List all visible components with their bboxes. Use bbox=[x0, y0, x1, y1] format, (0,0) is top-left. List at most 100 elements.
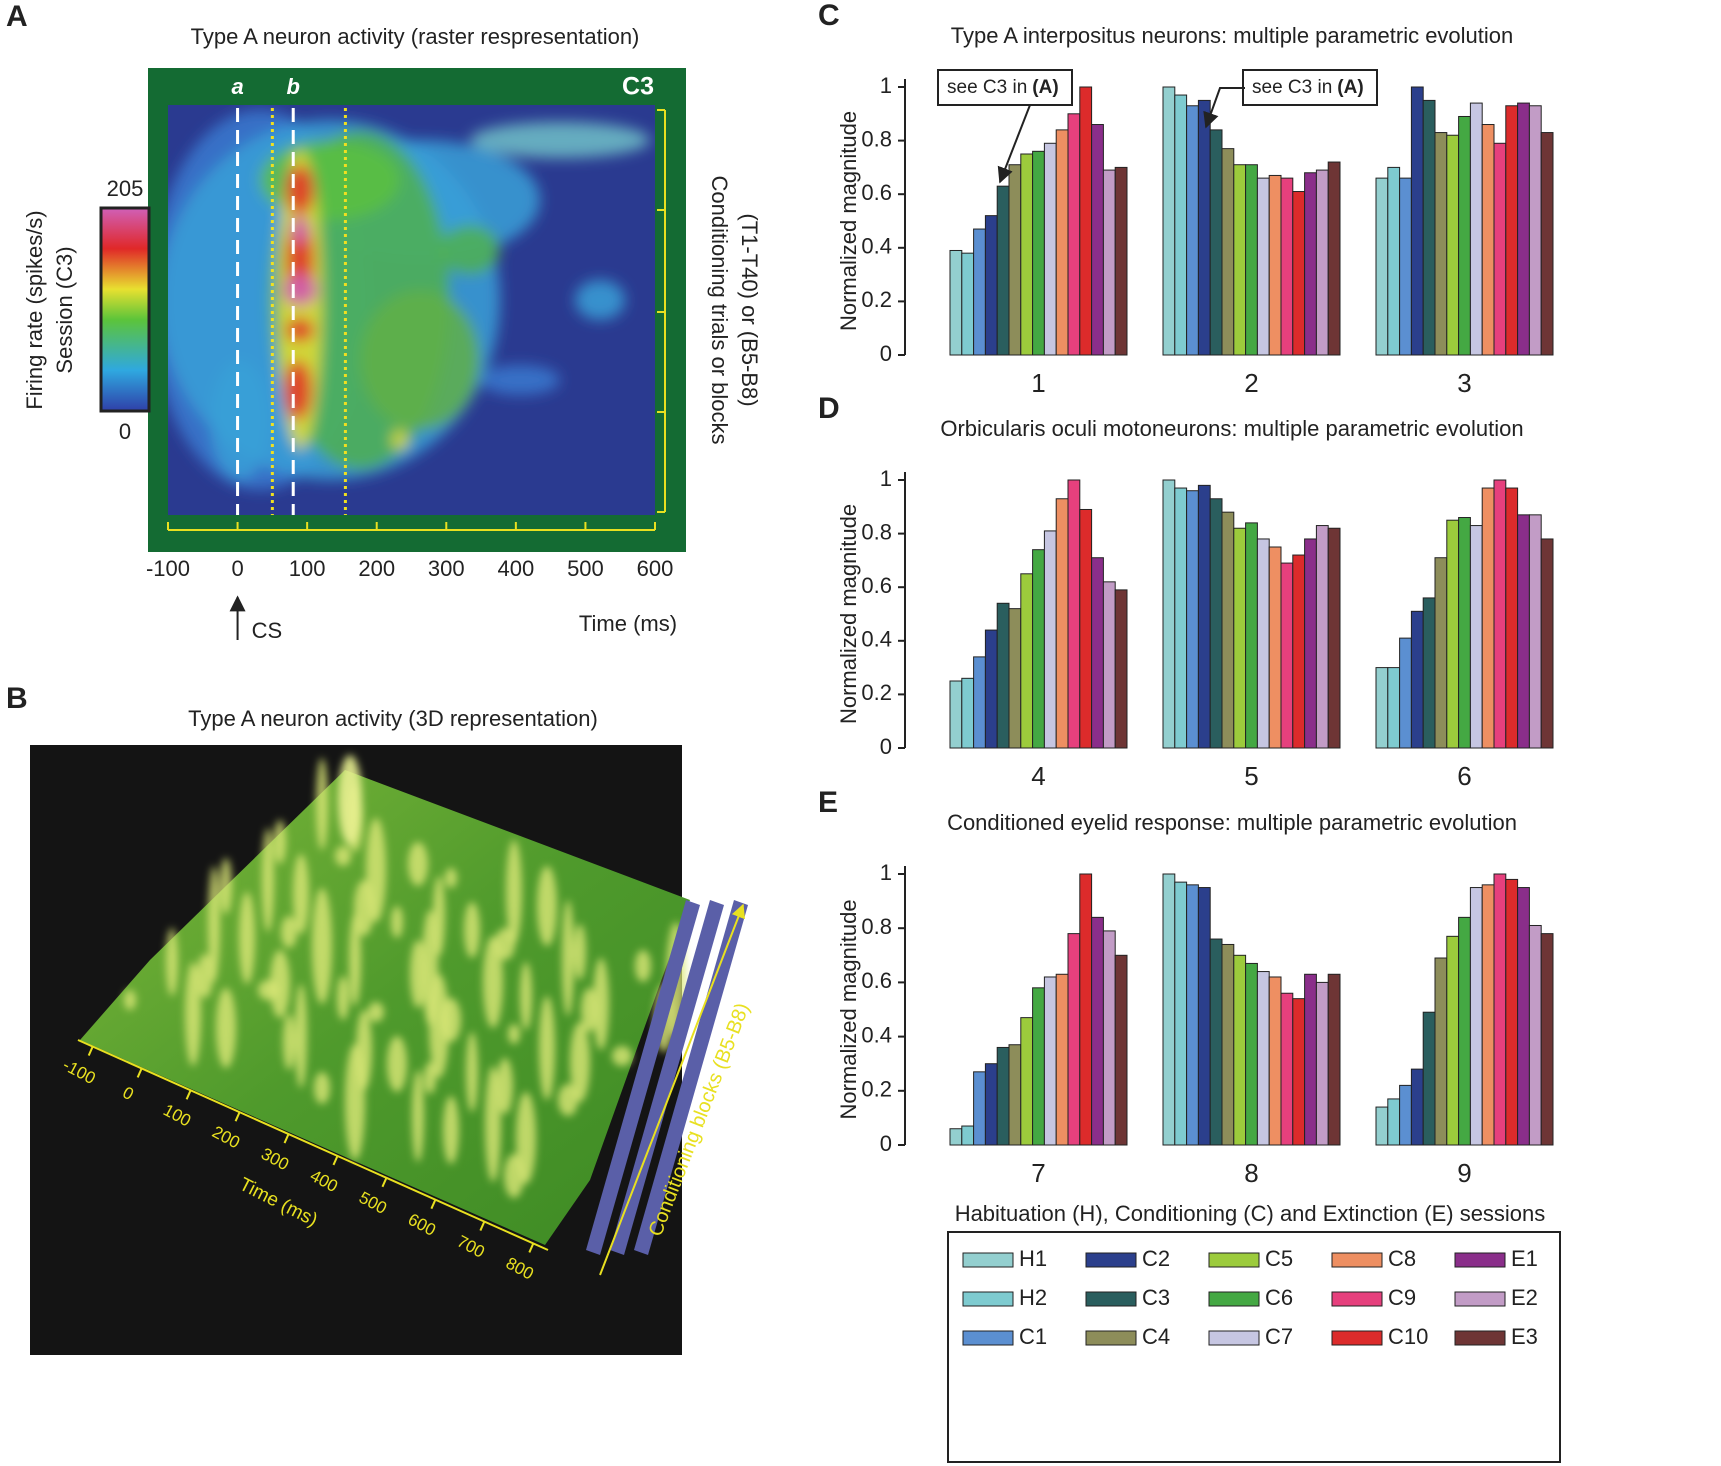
surface-peak bbox=[283, 1014, 295, 1070]
x-tick-label: -100 bbox=[146, 556, 190, 581]
panel-label: E bbox=[818, 786, 838, 819]
surface-peak bbox=[445, 868, 457, 888]
bar bbox=[1174, 881, 1188, 1146]
heatmap-blob bbox=[286, 318, 314, 342]
surface-peak bbox=[466, 1032, 478, 1112]
bar bbox=[1008, 608, 1022, 749]
bar bbox=[1493, 873, 1507, 1146]
surface-peak bbox=[387, 1036, 407, 1092]
heatmap-blob bbox=[360, 290, 480, 430]
bar bbox=[1458, 115, 1471, 356]
bar bbox=[1434, 957, 1448, 1146]
heatmap-blob bbox=[284, 360, 312, 420]
legend-swatch bbox=[1331, 1330, 1383, 1346]
surface-peak bbox=[408, 842, 428, 886]
heatmap-blob bbox=[210, 360, 270, 480]
bar bbox=[1446, 519, 1460, 749]
bar bbox=[1304, 973, 1317, 1146]
bar bbox=[973, 1071, 986, 1146]
bar bbox=[1114, 166, 1128, 356]
bar bbox=[1067, 479, 1081, 749]
surface-peak bbox=[539, 996, 555, 1100]
x-tick-label: 3 bbox=[1457, 368, 1471, 398]
surface-peak bbox=[166, 928, 178, 996]
bar bbox=[1410, 1068, 1424, 1146]
bar bbox=[1528, 514, 1542, 749]
panel-label: A bbox=[6, 0, 28, 33]
bar bbox=[1458, 517, 1471, 749]
y-tick-label: 0.6 bbox=[861, 968, 892, 993]
bar bbox=[1540, 933, 1554, 1146]
bar bbox=[1079, 86, 1093, 356]
bar bbox=[1399, 1084, 1412, 1146]
bar bbox=[1304, 538, 1317, 749]
surface-peak bbox=[558, 1084, 578, 1116]
bar bbox=[1280, 992, 1294, 1146]
bar bbox=[1469, 525, 1483, 749]
chart-title: Type A interpositus neurons: multiple pa… bbox=[951, 23, 1514, 48]
bar bbox=[1209, 129, 1223, 356]
bar bbox=[1020, 573, 1034, 749]
bar bbox=[1505, 878, 1519, 1146]
bar bbox=[1032, 549, 1045, 749]
bar bbox=[961, 1125, 975, 1146]
bar bbox=[1410, 610, 1424, 749]
bar bbox=[1375, 1106, 1389, 1146]
bar bbox=[1043, 976, 1057, 1146]
panel-label: C bbox=[818, 0, 840, 32]
x-tick-label: 500 bbox=[567, 556, 604, 581]
bar bbox=[1174, 94, 1188, 356]
bar bbox=[1280, 177, 1294, 356]
bar bbox=[1162, 873, 1176, 1146]
bar bbox=[1114, 589, 1128, 749]
y-tick-label: 0.2 bbox=[861, 287, 892, 312]
bar bbox=[984, 1063, 998, 1146]
y-tick-label: 0.8 bbox=[861, 914, 892, 939]
legend-title: Habituation (H), Conditioning (C) and Ex… bbox=[955, 1201, 1546, 1226]
x-tick bbox=[332, 1155, 339, 1166]
y-tick-label: 1 bbox=[880, 860, 892, 885]
y-tick-label: 0.6 bbox=[861, 180, 892, 205]
x-tick-label: 9 bbox=[1457, 1158, 1471, 1188]
annotation-box bbox=[937, 69, 1073, 106]
bar bbox=[1079, 508, 1093, 749]
bar bbox=[1020, 1017, 1034, 1146]
x-tick bbox=[234, 1111, 241, 1122]
bar bbox=[1280, 562, 1294, 749]
legend-label: C8 bbox=[1388, 1246, 1416, 1271]
bar bbox=[1410, 86, 1424, 356]
heatmap-blob bbox=[470, 122, 650, 158]
bar bbox=[1327, 161, 1341, 356]
bar bbox=[1292, 998, 1306, 1146]
y-axis-label: Normalized magnitude bbox=[836, 504, 861, 724]
bar bbox=[1197, 484, 1211, 749]
bar bbox=[1221, 943, 1235, 1146]
bar bbox=[973, 228, 986, 356]
heatmap-blob bbox=[392, 430, 408, 450]
surface-peak bbox=[316, 758, 328, 850]
legend-swatch bbox=[962, 1330, 1014, 1346]
bar bbox=[961, 677, 975, 749]
legend-swatch bbox=[1331, 1291, 1383, 1307]
bar bbox=[1469, 887, 1483, 1146]
y-tick-label: 0.8 bbox=[861, 519, 892, 544]
y-tick-label: 0.2 bbox=[861, 680, 892, 705]
legend-swatch bbox=[1085, 1330, 1137, 1346]
bar bbox=[1245, 164, 1258, 356]
surface-peak bbox=[410, 940, 426, 1008]
session-label: C3 bbox=[622, 73, 654, 101]
surface-peak bbox=[412, 1070, 424, 1162]
surface-peak bbox=[422, 910, 438, 1026]
x-tick-label: 8 bbox=[1244, 1158, 1258, 1188]
bar bbox=[1008, 164, 1022, 356]
bar bbox=[1458, 916, 1471, 1146]
bar bbox=[1114, 954, 1128, 1146]
block-stripe bbox=[634, 900, 748, 1255]
chart-title: Conditioned eyelid response: multiple pa… bbox=[947, 810, 1517, 835]
y-tick-label: 0.4 bbox=[861, 1022, 892, 1047]
surface-peak bbox=[485, 1066, 501, 1182]
bar bbox=[1446, 935, 1460, 1146]
surface-peak bbox=[185, 962, 201, 1066]
surface-peak bbox=[391, 906, 403, 938]
bar bbox=[1493, 479, 1507, 749]
